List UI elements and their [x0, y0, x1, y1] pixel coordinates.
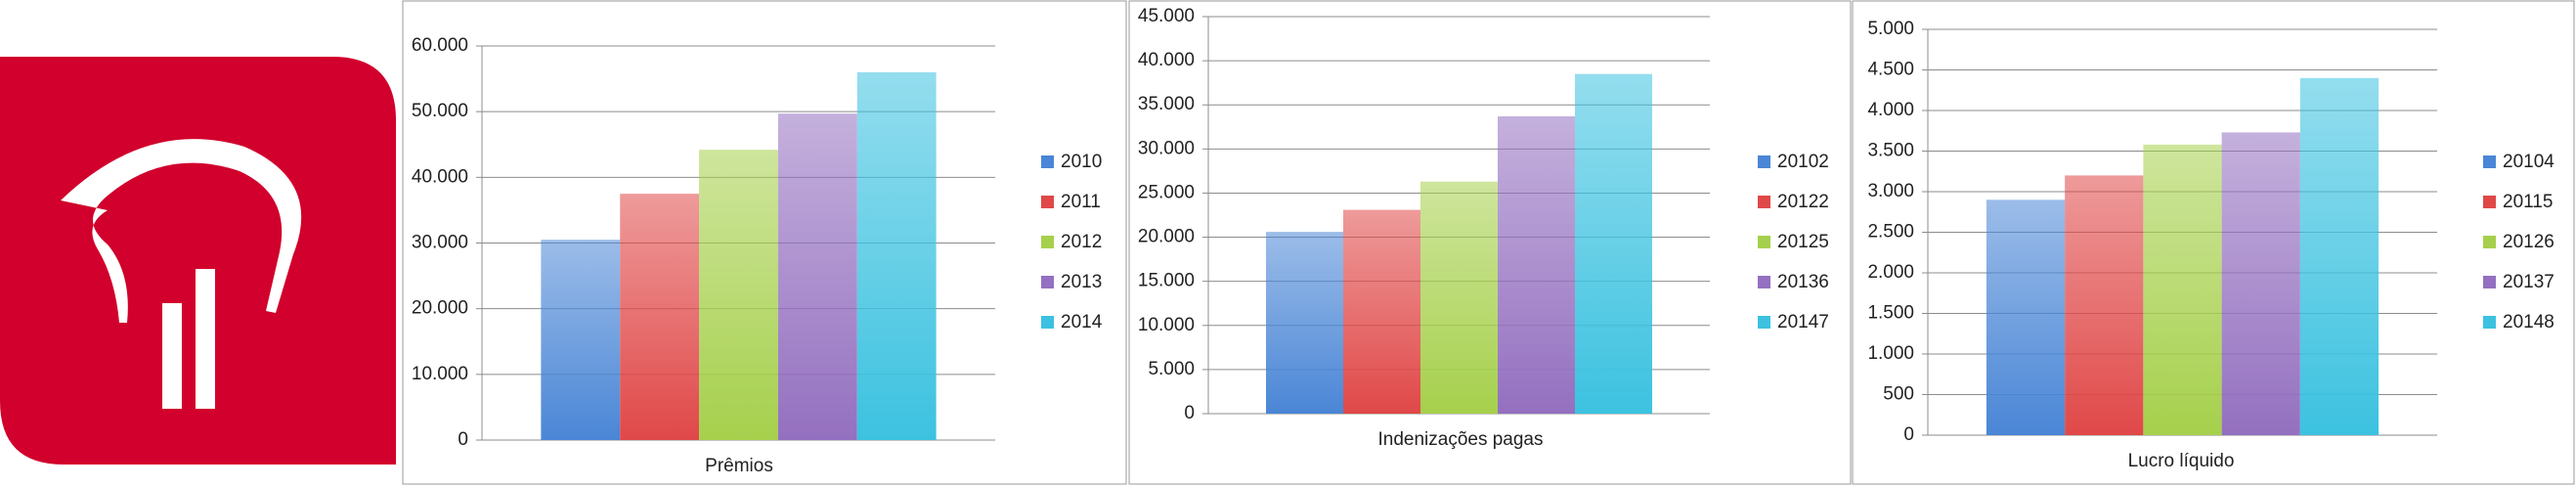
legend-label: 2013	[1061, 272, 1102, 292]
legend-label: 20125	[1777, 232, 1829, 252]
bar	[1986, 199, 2066, 435]
y-tick-label: 10.000	[412, 364, 468, 384]
legend-label: 20147	[1777, 312, 1829, 332]
bar	[1575, 73, 1653, 415]
legend-swatch	[1758, 276, 1770, 288]
y-tick-label: 3.000	[1867, 181, 1914, 201]
y-tick-label: 35.000	[1138, 94, 1195, 114]
legend-swatch	[1758, 155, 1770, 168]
panel	[1852, 0, 2575, 485]
panel	[1128, 0, 1852, 485]
legend-label: 20148	[2503, 312, 2554, 332]
y-tick-label: 10.000	[1138, 315, 1195, 335]
legend-label: 2011	[1061, 192, 1101, 212]
legend-label: 20102	[1777, 152, 1829, 172]
y-tick-label: 20.000	[412, 298, 468, 319]
legend-label: 2012	[1061, 232, 1102, 252]
bar	[777, 113, 857, 440]
bar	[1498, 115, 1576, 414]
bar	[2065, 175, 2144, 435]
y-tick-label: 0	[1184, 403, 1195, 423]
legend-label: 20137	[2503, 272, 2554, 292]
y-tick-label: 3.500	[1867, 141, 1914, 161]
y-tick-label: 60.000	[412, 35, 468, 56]
y-tick-label: 1.500	[1867, 303, 1914, 324]
bar	[541, 240, 621, 440]
y-tick-label: 2.500	[1867, 222, 1914, 243]
panel	[402, 0, 1127, 485]
legend-swatch	[2483, 276, 2496, 288]
bar	[856, 71, 937, 440]
logo	[0, 57, 396, 465]
y-tick-label: 25.000	[1138, 182, 1195, 202]
y-tick-label: 5.000	[1867, 19, 1914, 39]
legend-label: 2010	[1061, 152, 1102, 172]
legend-label: 20126	[2503, 232, 2554, 252]
y-tick-label: 30.000	[412, 233, 468, 253]
bar	[1419, 181, 1499, 414]
legend-swatch	[1041, 316, 1054, 329]
x-axis-title: Indenizações pagas	[1377, 429, 1543, 450]
legend-label: 20136	[1777, 272, 1829, 292]
legend-swatch	[1758, 316, 1770, 329]
legend-label: 20104	[2503, 152, 2554, 172]
y-tick-label: 0	[458, 429, 468, 450]
legend-label: 20122	[1777, 192, 1829, 212]
y-tick-label: 45.000	[1138, 6, 1195, 26]
bar	[2299, 77, 2380, 436]
bar	[2143, 144, 2222, 436]
bar	[620, 194, 700, 440]
y-tick-label: 40.000	[412, 166, 468, 187]
x-axis-title: Lucro líquido	[2128, 451, 2235, 471]
bar	[1265, 232, 1343, 414]
y-tick-label: 4.500	[1867, 60, 1914, 80]
y-tick-label: 20.000	[1138, 227, 1195, 247]
legend-swatch	[2483, 155, 2496, 168]
legend-swatch	[1758, 236, 1770, 248]
y-tick-label: 50.000	[412, 101, 468, 121]
y-tick-label: 40.000	[1138, 50, 1195, 70]
legend-swatch	[1041, 155, 1054, 168]
legend-swatch	[2483, 316, 2496, 329]
legend-label: 2014	[1061, 312, 1103, 332]
y-tick-label: 15.000	[1138, 271, 1195, 291]
legend-label: 20115	[2503, 192, 2553, 212]
y-tick-label: 30.000	[1138, 138, 1195, 158]
y-tick-label: 500	[1883, 384, 1914, 405]
legend-swatch	[1041, 196, 1054, 208]
legend-swatch	[2483, 236, 2496, 248]
legend-swatch	[1041, 236, 1054, 248]
legend-swatch	[2483, 196, 2496, 208]
y-tick-label: 2.000	[1867, 262, 1914, 283]
y-tick-label: 4.000	[1867, 100, 1914, 120]
bar	[2221, 132, 2300, 435]
legend-swatch	[1758, 196, 1770, 208]
y-tick-label: 0	[1903, 424, 1914, 445]
y-tick-label: 1.000	[1867, 343, 1914, 364]
x-axis-title: Prêmios	[705, 456, 773, 476]
legend-swatch	[1041, 276, 1054, 288]
bar	[699, 150, 778, 440]
bar	[1342, 209, 1420, 414]
y-tick-label: 5.000	[1148, 359, 1195, 379]
